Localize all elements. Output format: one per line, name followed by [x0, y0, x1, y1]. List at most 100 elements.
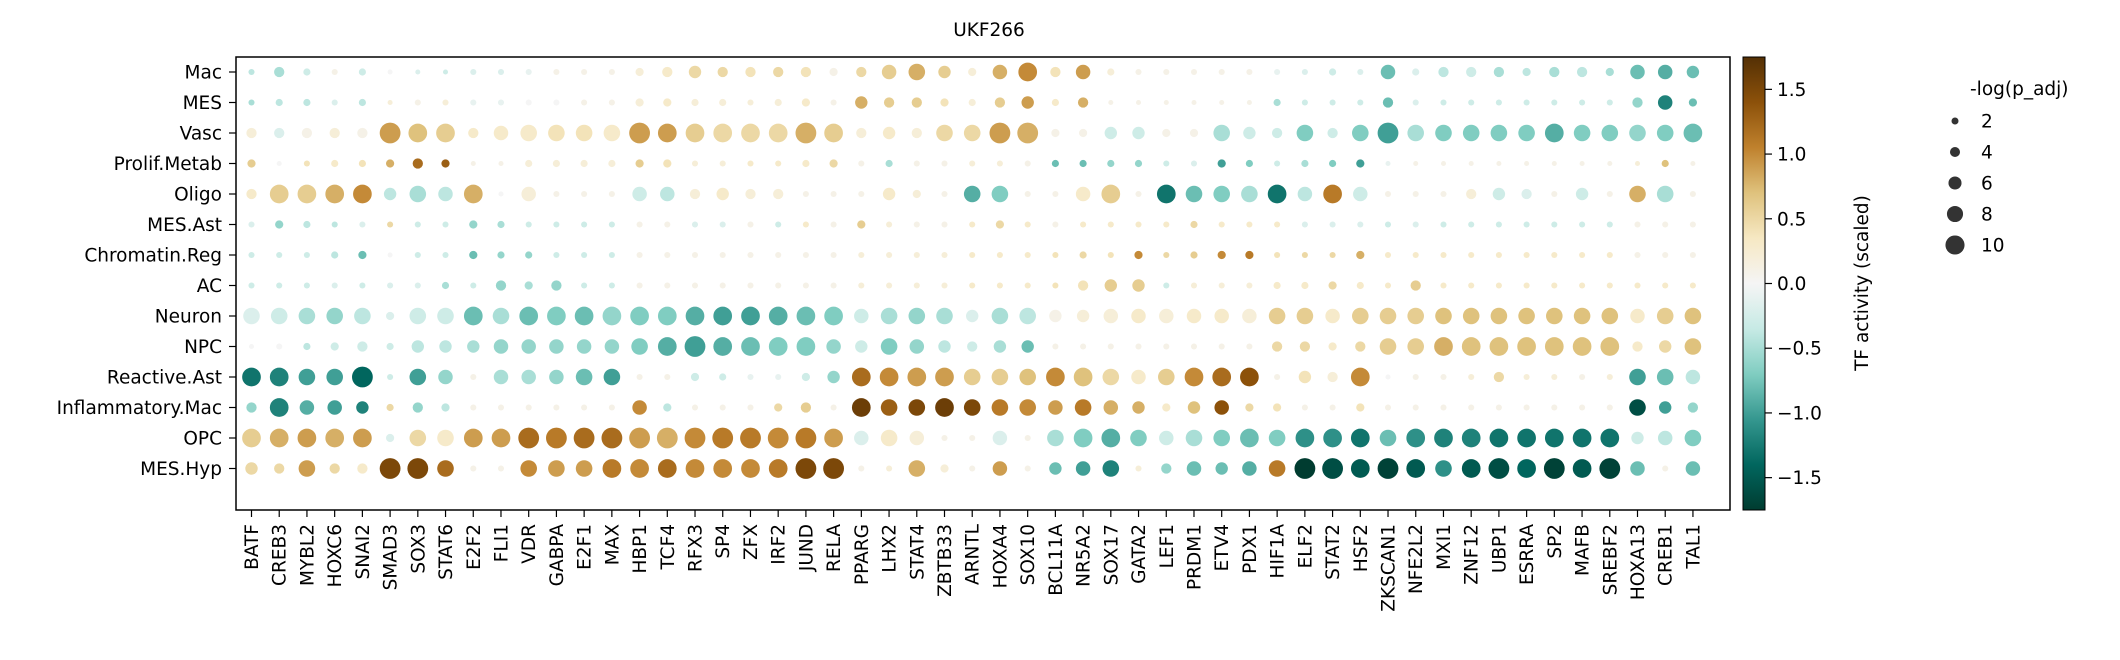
dot-OPC-HOXC6 [325, 428, 345, 448]
dot-MES.Ast-STAT2 [1329, 221, 1336, 228]
dot-Vasc-SOX3 [408, 123, 428, 143]
dot-Reactive.Ast-E2F1 [575, 368, 593, 386]
dot-NPC-CREB3 [276, 343, 283, 350]
dot-AC-PPARG [858, 282, 865, 289]
column-label: SOX10 [1018, 524, 1039, 585]
column-label: JUND [796, 524, 817, 572]
dot-Neuron-PDX1 [1242, 308, 1257, 324]
dot-Inflammatory.Mac-HOXC6 [327, 400, 342, 415]
dot-Prolif.Metab-GABPA [552, 159, 560, 168]
dot-NPC-ZFX [741, 337, 760, 356]
dot-OPC-ETV4 [1213, 429, 1230, 447]
dot-Chromatin.Reg-TAL1 [1689, 251, 1696, 259]
dot-Mac-ELF2 [1301, 68, 1308, 76]
dot-Chromatin.Reg-FLI1 [497, 251, 505, 259]
column-label: ZBTB33 [935, 524, 956, 597]
dot-Inflammatory.Mac-ZKSCAN1 [1384, 404, 1392, 411]
dot-AC-SREBF2 [1606, 282, 1613, 289]
dot-Inflammatory.Mac-ZBTB33 [935, 398, 954, 417]
dot-Mac-BCL11A [1050, 66, 1061, 78]
dot-Reactive.Ast-STAT4 [907, 367, 927, 387]
dot-AC-STAT6 [441, 281, 450, 290]
column-label: ZFX [741, 524, 762, 560]
column-label: HBP1 [630, 524, 651, 574]
dot-MES-IRF2 [774, 98, 782, 107]
dot-Inflammatory.Mac-E2F2 [470, 404, 477, 411]
dot-Vasc-HSF2 [1352, 124, 1369, 142]
dot-Vasc-BCL11A [1051, 128, 1060, 138]
dot-Oligo-SOX17 [1101, 184, 1121, 204]
dot-Inflammatory.Mac-JUND [800, 402, 812, 413]
dot-NPC-TCF4 [657, 337, 677, 356]
dot-Neuron-UBP1 [1490, 307, 1508, 325]
dot-Oligo-SREBF2 [1606, 190, 1613, 198]
dot-Chromatin.Reg-PDX1 [1245, 250, 1254, 260]
dot-Reactive.Ast-E2F2 [470, 373, 477, 381]
dot-Prolif.Metab-ARNTL [969, 160, 976, 167]
dot-Oligo-MXI1 [1440, 190, 1447, 198]
dot-AC-GABPA [551, 280, 562, 291]
dot-Chromatin.Reg-E2F1 [581, 251, 588, 259]
dot-Oligo-ZKSCAN1 [1384, 190, 1392, 198]
dot-Prolif.Metab-FLI1 [498, 160, 504, 167]
row-label: OPC [183, 429, 222, 450]
dot-MES.Hyp-SMAD3 [379, 458, 401, 479]
column-label: SP2 [1545, 524, 1566, 559]
dot-MES.Ast-ESRRA [1523, 221, 1530, 228]
dot-Prolif.Metab-SP2 [1551, 160, 1557, 167]
dot-MES.Hyp-ETV4 [1215, 462, 1228, 475]
dot-Prolif.Metab-NR5A2 [1079, 159, 1087, 168]
column-label: CREB1 [1656, 524, 1677, 586]
dot-Prolif.Metab-TAL1 [1690, 160, 1696, 167]
dot-Oligo-MAFB [1575, 187, 1589, 201]
dot-NPC-HIF1A [1271, 341, 1283, 352]
dot-Vasc-IRF2 [768, 123, 788, 143]
dot-Prolif.Metab-E2F1 [580, 159, 588, 168]
dot-Vasc-HIF1A [1271, 127, 1283, 139]
dot-OPC-HIF1A [1268, 429, 1286, 447]
size-legend-dot [1951, 117, 1959, 125]
dot-Chromatin.Reg-HOXC6 [331, 251, 339, 259]
dot-Prolif.Metab-HOXC6 [331, 159, 339, 168]
dot-Oligo-SP2 [1551, 190, 1558, 198]
column-label: NFE2L2 [1406, 524, 1427, 594]
dot-Inflammatory.Mac-SP4 [719, 404, 726, 411]
dot-Chromatin.Reg-STAT2 [1329, 251, 1336, 259]
dot-MES-ELF2 [1301, 99, 1308, 106]
dot-AC-PRDM1 [1190, 282, 1198, 289]
dot-MES-TAL1 [1688, 98, 1697, 107]
dot-Prolif.Metab-MYBL2 [303, 160, 310, 167]
dot-MES.Hyp-MAX [602, 459, 622, 478]
column-label: UBP1 [1489, 524, 1510, 573]
dot-Oligo-MYBL2 [297, 184, 317, 204]
dot-OPC-E2F2 [463, 428, 483, 448]
dot-OPC-MAFB [1572, 428, 1592, 448]
dot-MES-STAT2 [1329, 99, 1336, 106]
dot-Mac-RELA [829, 67, 838, 77]
column-label: GATA2 [1129, 524, 1150, 584]
dot-MES-HOXA4 [994, 97, 1006, 108]
dot-Neuron-MAX [602, 306, 622, 326]
dot-Prolif.Metab-ETV4 [1217, 159, 1226, 168]
dot-MES.Hyp-HSF2 [1350, 459, 1370, 478]
dot-MES-STAT6 [442, 99, 449, 106]
dot-Vasc-SP2 [1544, 123, 1564, 143]
dot-Mac-MYBL2 [303, 68, 311, 76]
dot-Chromatin.Reg-HSF2 [1356, 250, 1365, 260]
dot-MES-VDR [525, 99, 532, 106]
dot-Neuron-E2F2 [463, 306, 483, 326]
dot-Prolif.Metab-SOX3 [412, 158, 423, 169]
dot-Chromatin.Reg-RELA [830, 251, 837, 259]
dot-MES-ZBTB33 [940, 98, 949, 107]
dot-Reactive.Ast-SP4 [719, 373, 727, 381]
dot-AC-TAL1 [1689, 282, 1696, 289]
dot-MES-MAX [608, 99, 615, 106]
column-label: GABPA [547, 524, 568, 587]
dot-Oligo-RELA [830, 190, 837, 198]
dot-Chromatin.Reg-STAT6 [442, 251, 449, 259]
dot-OPC-ZKSCAN1 [1379, 429, 1397, 447]
dot-Inflammatory.Mac-LEF1 [1162, 403, 1171, 412]
dot-NPC-HOXC6 [330, 342, 339, 351]
dot-Inflammatory.Mac-MYBL2 [299, 400, 315, 415]
chart-title: UKF266 [953, 20, 1025, 41]
